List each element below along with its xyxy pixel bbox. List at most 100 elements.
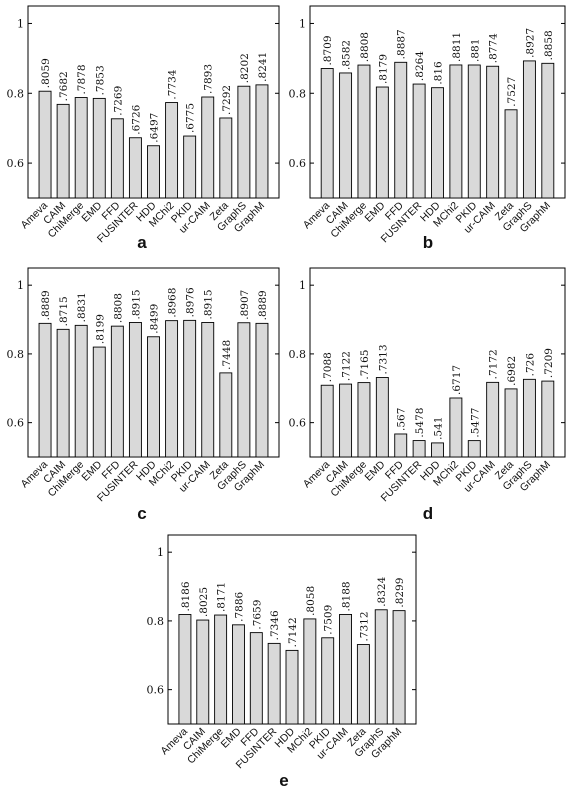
bar-ffd: [394, 61, 408, 199]
value-label: .8058: [305, 586, 317, 616]
value-label: .8907: [239, 290, 251, 320]
bar-ffd: [249, 632, 263, 725]
value-label: .7292: [221, 85, 233, 115]
value-label: .8025: [198, 587, 210, 617]
bar-emd: [92, 97, 106, 199]
value-label: .8968: [167, 288, 179, 318]
value-label: .7142: [287, 617, 299, 647]
bar-fusinter: [412, 83, 426, 199]
bar-chimerge: [214, 614, 228, 725]
bar-fusinter: [412, 440, 426, 458]
value-label: .541: [433, 417, 445, 440]
bar-graphs: [522, 60, 536, 199]
panel-label-e: e: [279, 771, 288, 790]
value-label: .7269: [112, 86, 124, 116]
value-label: .7734: [167, 69, 179, 99]
chart-panel-b: 0.60.81.8709Ameva.8582CAIM.8808ChiMerge.…: [289, 5, 566, 252]
value-label: .7313: [377, 344, 389, 374]
panel-label-b: b: [423, 233, 433, 252]
bar-ffd: [110, 118, 124, 199]
value-label: .6726: [130, 104, 142, 134]
value-label: .7209: [543, 348, 555, 378]
panel-label-d: d: [423, 504, 433, 523]
value-label: .8499: [149, 304, 161, 334]
value-label: .7172: [488, 349, 500, 379]
y-tick-label: 0.6: [7, 417, 25, 430]
value-label: .6775: [185, 103, 197, 133]
bar-chimerge: [74, 324, 88, 458]
bar-mchi2: [449, 64, 463, 199]
y-tick-label: 1: [299, 279, 306, 292]
chart-panel-e: 0.60.81.8186Ameva.8025CAIM.8171ChiMerge.…: [147, 534, 417, 790]
bar-ameva: [178, 614, 192, 725]
value-label: .7682: [58, 71, 70, 101]
value-label: .8324: [376, 576, 388, 606]
value-label: .5478: [414, 408, 426, 438]
bar-ur-caim: [486, 65, 500, 199]
value-label: .8887: [396, 29, 408, 59]
bar-mchi2: [449, 397, 463, 458]
y-tick-label: 0.6: [147, 684, 165, 697]
bar-mchi2: [165, 102, 179, 199]
bar-graphs: [522, 378, 536, 458]
value-label: .726: [524, 353, 536, 377]
y-tick-label: 0.8: [7, 87, 25, 100]
chart-panel-d: 0.60.81.7088Ameva.7122CAIM.7165ChiMerge.…: [289, 267, 566, 523]
bar-ameva: [38, 322, 52, 458]
y-tick-label: 0.8: [147, 615, 165, 628]
bar-mchi2: [165, 320, 179, 458]
bar-caim: [56, 103, 70, 199]
bar-hdd: [147, 145, 160, 199]
bar-ur-caim: [339, 613, 352, 725]
y-tick-label: 1: [17, 17, 24, 30]
value-label: .8709: [322, 35, 334, 65]
value-label: .8808: [359, 32, 371, 62]
bar-graphm: [541, 62, 555, 199]
bar-hdd: [431, 442, 444, 458]
bar-ameva: [320, 68, 334, 199]
bar-pkid: [183, 135, 197, 199]
bar-chimerge: [357, 382, 371, 458]
y-tick-label: 1: [157, 546, 164, 559]
value-label: .8241: [257, 52, 269, 82]
panel-label-c: c: [137, 504, 146, 523]
bar-pkid: [183, 319, 197, 458]
bar-pkid: [467, 64, 481, 199]
value-label: .8188: [341, 581, 353, 611]
value-label: .8715: [58, 296, 70, 326]
value-label: .8915: [130, 289, 142, 319]
bar-graphm: [255, 322, 269, 458]
value-label: .8927: [524, 28, 536, 58]
value-label: .8179: [377, 54, 389, 84]
value-label: .7886: [233, 591, 245, 621]
value-label: .8811: [451, 32, 463, 62]
value-label: .8171: [216, 582, 228, 612]
bar-emd: [375, 86, 389, 199]
bar-hdd: [431, 87, 444, 199]
y-tick-label: 0.6: [289, 157, 307, 170]
value-label: .8059: [40, 58, 52, 88]
value-label: .7878: [76, 64, 88, 94]
bar-graphs: [237, 322, 251, 458]
bar-hdd: [285, 649, 299, 725]
y-tick-label: 0.8: [7, 348, 25, 361]
bar-ur-caim: [201, 96, 215, 199]
value-label: .8915: [203, 289, 215, 319]
bar-mchi2: [303, 618, 317, 725]
value-label: .8858: [543, 30, 555, 60]
value-label: .567: [396, 408, 408, 431]
value-label: .7659: [251, 600, 263, 630]
bar-graphm: [255, 84, 269, 199]
value-label: .7893: [203, 64, 215, 94]
bar-zeta: [504, 388, 518, 458]
bar-pkid: [321, 637, 335, 725]
bar-ffd: [110, 325, 124, 458]
value-label: .8186: [180, 581, 192, 611]
bar-graphs: [374, 609, 388, 725]
bar-graphs: [237, 85, 251, 199]
bar-caim: [339, 383, 353, 458]
value-label: .8264: [414, 51, 426, 81]
value-label: .5477: [469, 408, 481, 438]
value-label: .7853: [94, 65, 106, 95]
